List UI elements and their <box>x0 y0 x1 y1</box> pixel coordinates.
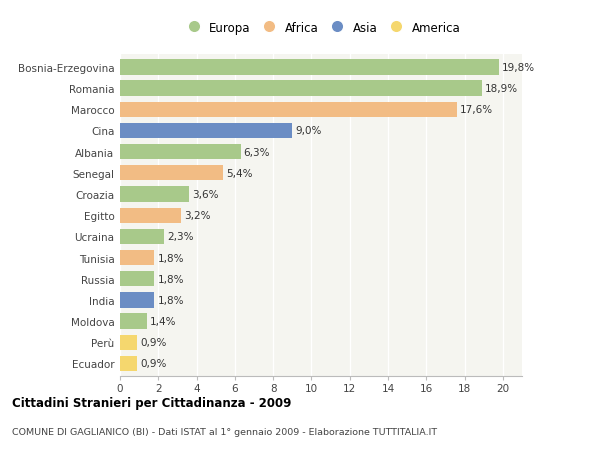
Bar <box>120 251 154 266</box>
Text: 18,9%: 18,9% <box>485 84 518 94</box>
Text: 1,4%: 1,4% <box>149 316 176 326</box>
Bar <box>120 187 189 202</box>
Text: 3,6%: 3,6% <box>192 190 218 200</box>
Bar <box>120 229 164 245</box>
Bar <box>120 123 292 139</box>
Text: 9,0%: 9,0% <box>295 126 322 136</box>
Text: 1,8%: 1,8% <box>157 253 184 263</box>
Bar <box>120 60 499 75</box>
Bar <box>120 272 154 287</box>
Text: 5,4%: 5,4% <box>226 168 253 179</box>
Bar <box>120 81 482 96</box>
Text: 1,8%: 1,8% <box>157 295 184 305</box>
Bar <box>120 293 154 308</box>
Text: 6,3%: 6,3% <box>244 147 270 157</box>
Text: Cittadini Stranieri per Cittadinanza - 2009: Cittadini Stranieri per Cittadinanza - 2… <box>12 396 292 409</box>
Text: COMUNE DI GAGLIANICO (BI) - Dati ISTAT al 1° gennaio 2009 - Elaborazione TUTTITA: COMUNE DI GAGLIANICO (BI) - Dati ISTAT a… <box>12 427 437 436</box>
Bar <box>120 356 137 371</box>
Text: 0,9%: 0,9% <box>140 358 166 369</box>
Bar <box>120 335 137 350</box>
Text: 17,6%: 17,6% <box>460 105 493 115</box>
Text: 3,2%: 3,2% <box>184 211 211 221</box>
Bar <box>120 314 147 329</box>
Text: 2,3%: 2,3% <box>167 232 193 242</box>
Text: 1,8%: 1,8% <box>157 274 184 284</box>
Bar <box>120 145 241 160</box>
Text: 0,9%: 0,9% <box>140 337 166 347</box>
Bar <box>120 102 457 118</box>
Legend: Europa, Africa, Asia, America: Europa, Africa, Asia, America <box>179 19 463 37</box>
Bar <box>120 208 181 224</box>
Bar <box>120 166 223 181</box>
Text: 19,8%: 19,8% <box>502 63 535 73</box>
